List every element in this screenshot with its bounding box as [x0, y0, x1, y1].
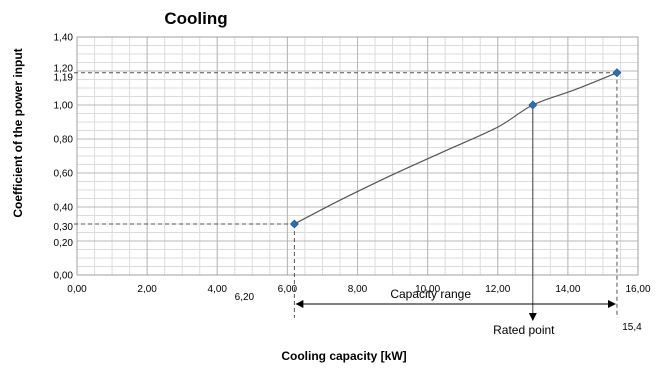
y-tick-label: 0,00	[54, 271, 74, 282]
x-tick-label: 4,00	[208, 284, 228, 295]
series-line	[294, 72, 618, 225]
series	[294, 72, 618, 225]
y-axis-label: Coefficient of the power input	[11, 48, 25, 217]
y-tick-label: 1,40	[54, 33, 74, 44]
x-tick-label: 14,00	[555, 284, 580, 295]
x-tick-label: 2,00	[137, 284, 157, 295]
data-point-marker	[528, 100, 538, 110]
x-tick-label: 8,00	[348, 284, 368, 295]
plot-area	[76, 36, 639, 276]
markers	[289, 68, 622, 229]
x-min-annotation: 6,20	[235, 292, 255, 303]
y-tick-label: 0,40	[54, 203, 74, 214]
x-tick-label: 6,00	[278, 284, 298, 295]
x-max-annotation: 15,4	[622, 322, 642, 333]
grid	[76, 36, 639, 276]
x-tick-label: 0,00	[67, 284, 87, 295]
y-tick-label: 0,80	[54, 135, 74, 146]
rated-point-label: Rated point	[493, 323, 555, 337]
y-tick-label: 0,20	[54, 238, 74, 249]
annotations: Cooling Coefficient of the power input C…	[11, 9, 642, 363]
y-tick-label: 1,19	[54, 73, 74, 84]
x-tick-label: 10,00	[415, 284, 440, 295]
axes: 0,00 2,00 4,00 6,00 8,00 10,00 12,00 14,00 16,00…	[54, 33, 651, 296]
x-tick-label: 16,00	[625, 284, 650, 295]
capacity-range-label: Capacity range	[390, 287, 471, 301]
y-tick-label: 1,20	[54, 64, 74, 75]
x-tick-label: 12,00	[485, 284, 510, 295]
y-tick-label: 0,30	[54, 222, 74, 233]
chart-title: Cooling	[164, 9, 227, 28]
x-axis-label: Cooling capacity [kW]	[281, 349, 406, 363]
guide-lines	[74, 72, 618, 321]
y-tick-label: 0,60	[54, 169, 74, 180]
data-point-marker	[612, 68, 622, 78]
y-tick-label: 1,00	[54, 101, 74, 112]
data-point-marker	[289, 219, 299, 229]
